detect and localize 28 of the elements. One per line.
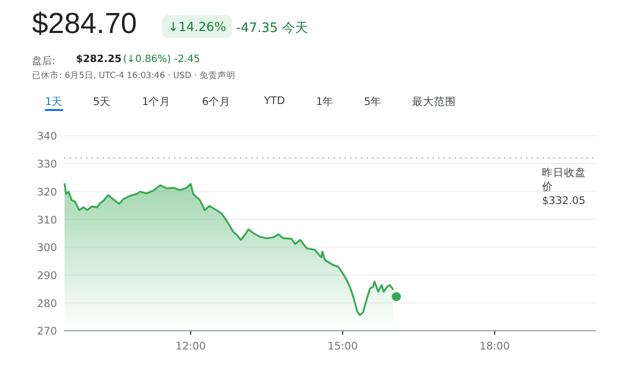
chart-title: $284.70 <box>32 8 137 41</box>
text: YTD <box>264 95 285 107</box>
y-tick-label: 330 <box>36 158 57 171</box>
text: 盘后: <box>32 54 56 68</box>
ref-line-label: 昨日收盘价 <box>542 166 586 193</box>
y-tick-label: 300 <box>36 242 57 254</box>
text: 1年 <box>316 95 334 109</box>
y-tick-label: 290 <box>36 270 57 282</box>
text: $282.25 <box>76 54 122 65</box>
x-tick-label: 15:00 <box>328 340 358 353</box>
y-tick-label: 320 <box>36 186 57 198</box>
text: 已休市: 6月5日, UTC-4 16:03:46 · USD · 免责声明 <box>32 70 236 82</box>
text: 1个月 <box>142 95 171 109</box>
y-tick-label: 270 <box>36 326 57 338</box>
x-tick-label: 18:00 <box>480 340 510 353</box>
text: (↓0.86%) -2.45 <box>123 54 200 65</box>
text: 5年 <box>364 95 382 109</box>
text: 5天 <box>93 95 111 109</box>
text: 最大范围 <box>412 95 456 109</box>
y-tick-label: 280 <box>36 298 57 310</box>
text: 6个月 <box>202 95 231 109</box>
y-tick-label: 340 <box>36 130 57 143</box>
text: 1天 <box>45 95 63 111</box>
text: -47.35 今天 <box>236 20 308 37</box>
text: ↓14.26% <box>162 15 232 38</box>
annotation: $332.05 <box>542 194 586 208</box>
x-tick-label: 12:00 <box>176 340 206 353</box>
y-tick-label: 310 <box>36 214 57 226</box>
